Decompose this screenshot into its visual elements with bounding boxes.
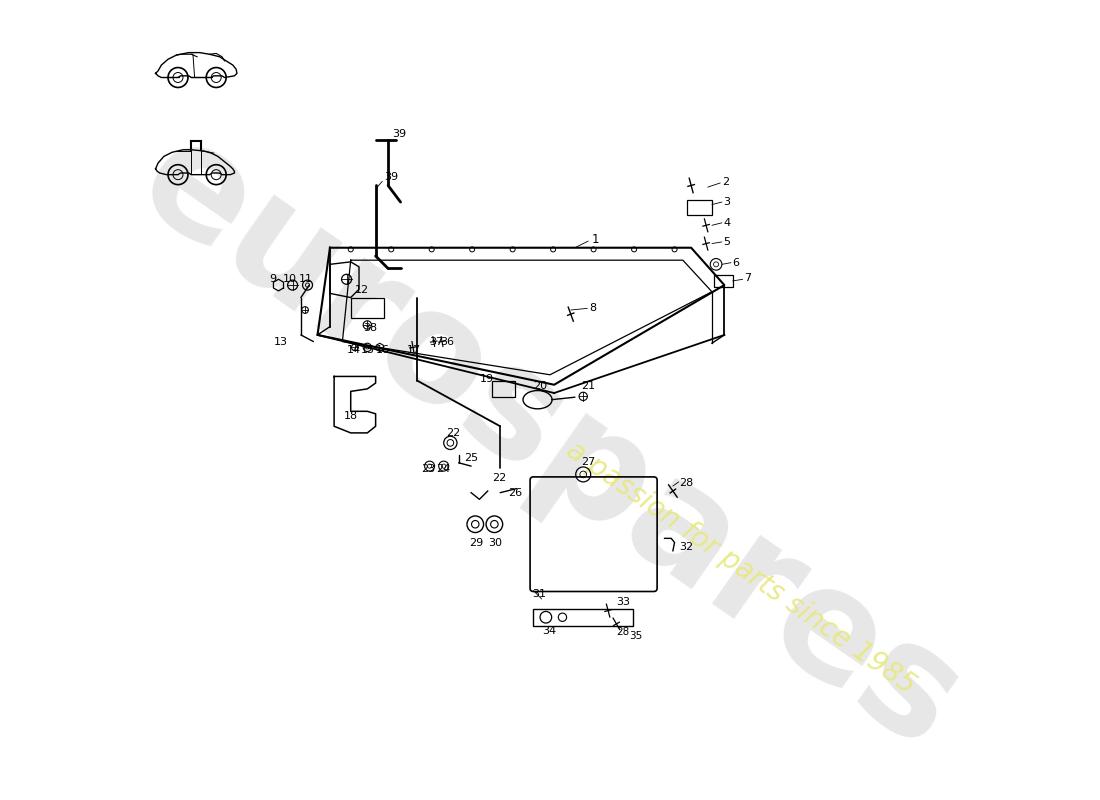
Text: 22: 22 xyxy=(447,428,461,438)
Bar xyxy=(351,298,384,318)
Text: 17: 17 xyxy=(407,345,421,355)
Text: 7: 7 xyxy=(745,274,751,283)
Text: 11: 11 xyxy=(299,274,314,284)
Text: 15: 15 xyxy=(361,345,375,355)
Text: 25: 25 xyxy=(463,453,477,463)
Text: 19: 19 xyxy=(480,374,494,384)
Text: 13: 13 xyxy=(274,337,288,346)
Text: 21: 21 xyxy=(581,382,595,391)
Bar xyxy=(714,275,733,286)
Bar xyxy=(492,381,515,397)
Text: 35: 35 xyxy=(629,630,642,641)
Text: 6: 6 xyxy=(733,258,739,268)
Text: 10: 10 xyxy=(283,274,297,284)
Text: 32: 32 xyxy=(679,542,693,552)
Text: 26: 26 xyxy=(508,488,522,498)
Text: 38: 38 xyxy=(363,323,377,334)
Text: a passion for parts since 1985: a passion for parts since 1985 xyxy=(561,436,921,699)
Text: 28: 28 xyxy=(616,627,629,637)
Text: 34: 34 xyxy=(541,626,556,636)
Text: 39: 39 xyxy=(384,172,398,182)
Text: 5: 5 xyxy=(724,237,730,247)
Text: 22: 22 xyxy=(492,473,506,482)
Text: 2: 2 xyxy=(722,177,729,187)
Text: 24: 24 xyxy=(437,465,451,474)
Text: 14: 14 xyxy=(346,345,361,355)
Text: 28: 28 xyxy=(680,478,694,488)
Text: 33: 33 xyxy=(616,598,630,607)
Text: 20: 20 xyxy=(534,382,548,391)
Text: 9: 9 xyxy=(270,274,276,284)
Text: 16: 16 xyxy=(375,345,389,355)
Text: 27: 27 xyxy=(582,457,596,467)
Bar xyxy=(688,201,712,215)
Text: eurospares: eurospares xyxy=(111,105,989,781)
Text: 3: 3 xyxy=(724,197,730,207)
Text: 23: 23 xyxy=(421,465,436,474)
Text: 8: 8 xyxy=(588,302,596,313)
Text: 18: 18 xyxy=(344,411,359,422)
Text: 1: 1 xyxy=(592,233,600,246)
Text: 30: 30 xyxy=(487,538,502,547)
Text: 31: 31 xyxy=(531,589,546,599)
Text: 12: 12 xyxy=(355,285,368,295)
Text: 39: 39 xyxy=(393,129,406,139)
Text: 29: 29 xyxy=(470,538,484,547)
Text: 36: 36 xyxy=(440,337,454,346)
Text: 37: 37 xyxy=(430,337,443,346)
Text: 4: 4 xyxy=(724,218,730,228)
Bar xyxy=(534,609,632,626)
